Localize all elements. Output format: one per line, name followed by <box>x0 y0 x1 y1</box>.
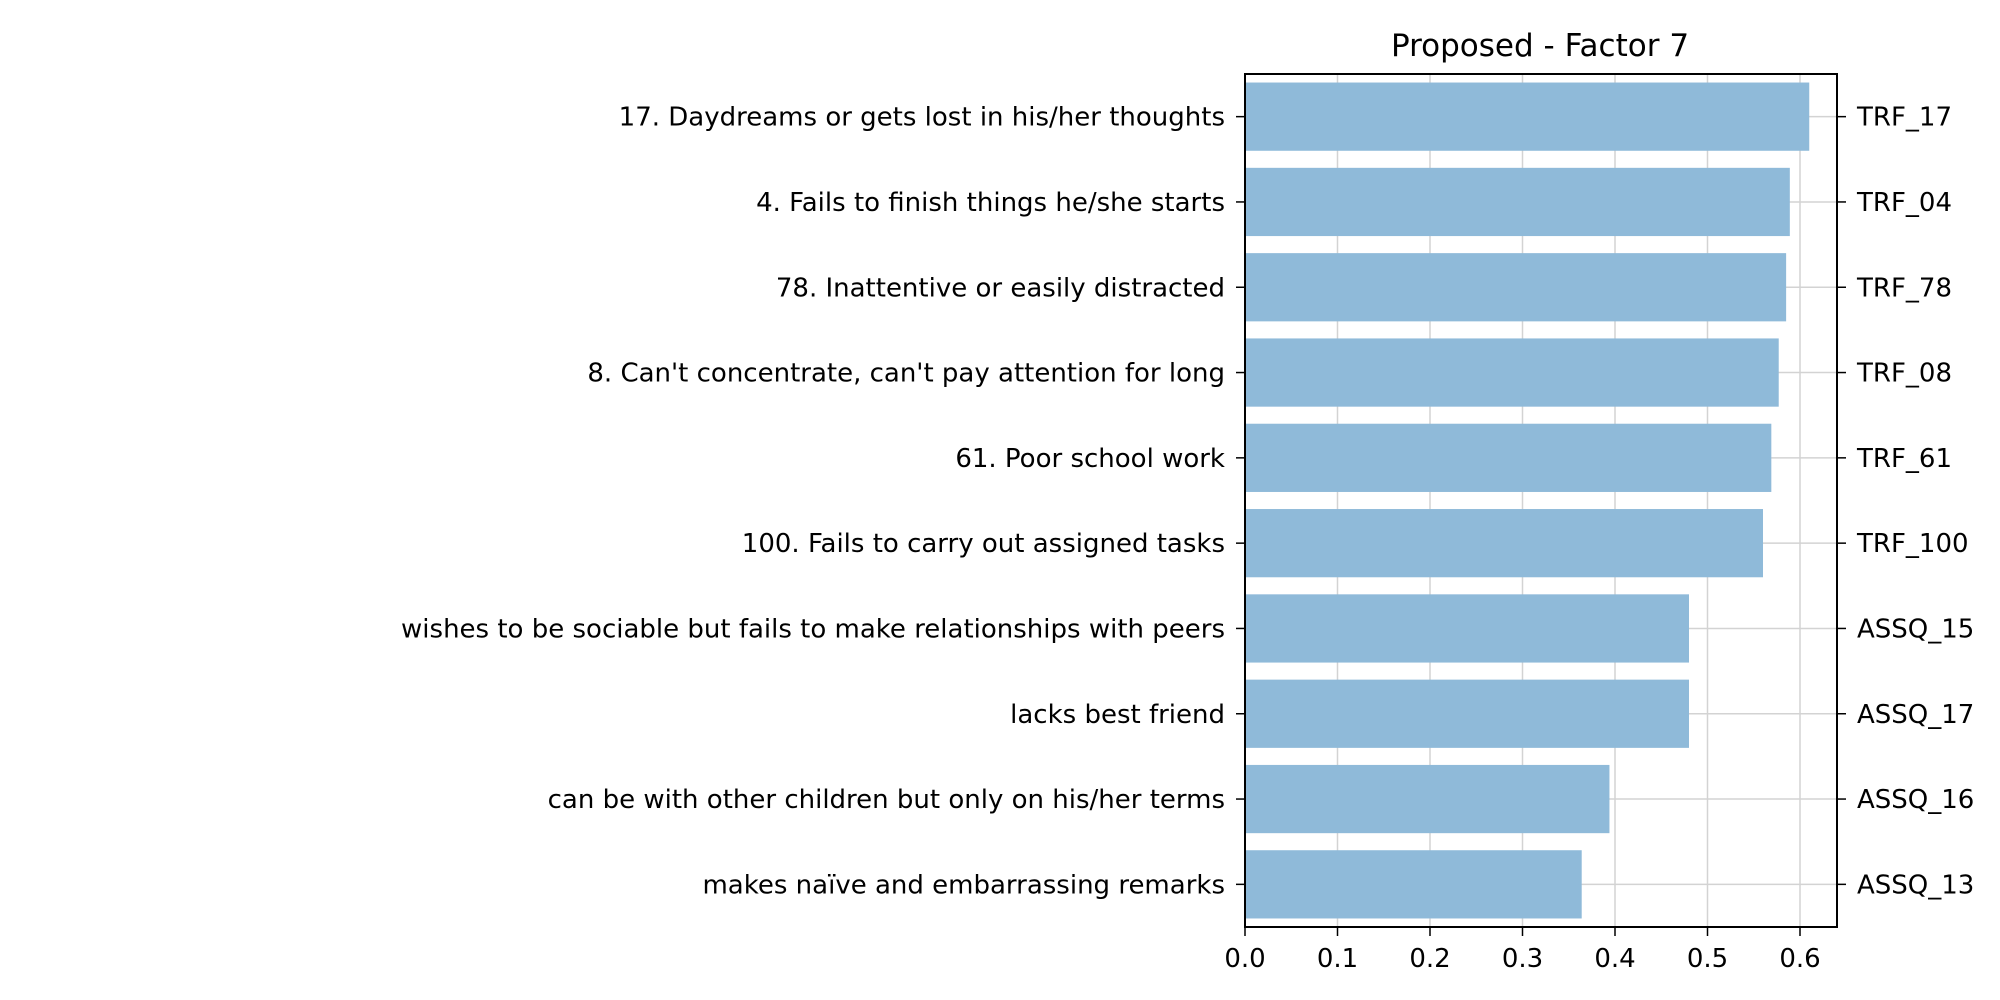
bar <box>1245 594 1689 663</box>
category-label: 8. Can't concentrate, can't pay attentio… <box>587 359 1225 389</box>
item-code-label: ASSQ_13 <box>1857 870 1974 900</box>
category-label: 4. Fails to finish things he/she starts <box>756 188 1225 218</box>
category-label: makes naïve and embarrassing remarks <box>702 870 1225 900</box>
category-label: 17. Daydreams or gets lost in his/her th… <box>619 103 1225 133</box>
x-tick-label: 0.4 <box>1594 944 1635 974</box>
category-label: wishes to be sociable but fails to make … <box>401 614 1225 644</box>
category-labels: 17. Daydreams or gets lost in his/her th… <box>401 103 1245 900</box>
bars <box>1245 82 1810 919</box>
item-code-labels: TRF_17 TRF_04 TRF_78 TRF_08 TRF_61 TRF_100 ASS… <box>1837 103 1974 900</box>
item-code-label: TRF_61 <box>1856 444 1952 474</box>
bar <box>1245 82 1810 151</box>
category-label: can be with other children but only on h… <box>548 785 1225 815</box>
item-code-label: TRF_08 <box>1856 359 1952 389</box>
bar <box>1245 764 1610 834</box>
x-tick-label: 0.2 <box>1409 944 1450 974</box>
category-label: 100. Fails to carry out assigned tasks <box>742 529 1225 559</box>
x-tick-label: 0.6 <box>1779 944 1820 974</box>
item-code-label: TRF_04 <box>1856 188 1952 218</box>
bar <box>1245 509 1763 578</box>
item-code-label: TRF_100 <box>1856 529 1969 559</box>
category-label: lacks best friend <box>1010 700 1225 730</box>
bar <box>1245 423 1772 492</box>
x-tick-label: 0.1 <box>1317 944 1358 974</box>
bar <box>1245 253 1787 322</box>
bar <box>1245 679 1689 748</box>
category-label: 61. Poor school work <box>955 444 1225 474</box>
bar <box>1245 338 1779 407</box>
item-code-label: ASSQ_16 <box>1857 785 1974 815</box>
bar <box>1245 167 1790 237</box>
x-tick-label: 0.5 <box>1687 944 1728 974</box>
x-axis-ticks: 0.0 0.1 0.2 0.3 0.4 0.5 0.6 <box>1224 927 1821 974</box>
x-tick-label: 0.0 <box>1224 944 1265 974</box>
item-code-label: TRF_78 <box>1856 273 1952 303</box>
bar <box>1245 850 1582 919</box>
item-code-label: ASSQ_17 <box>1857 700 1974 730</box>
chart-title: Proposed - Factor 7 <box>1391 28 1689 64</box>
category-label: 78. Inattentive or easily distracted <box>776 273 1225 303</box>
plot-frame <box>1244 73 1838 928</box>
x-tick-label: 0.3 <box>1502 944 1543 974</box>
item-code-label: TRF_17 <box>1856 103 1952 133</box>
item-code-label: ASSQ_15 <box>1857 614 1974 644</box>
